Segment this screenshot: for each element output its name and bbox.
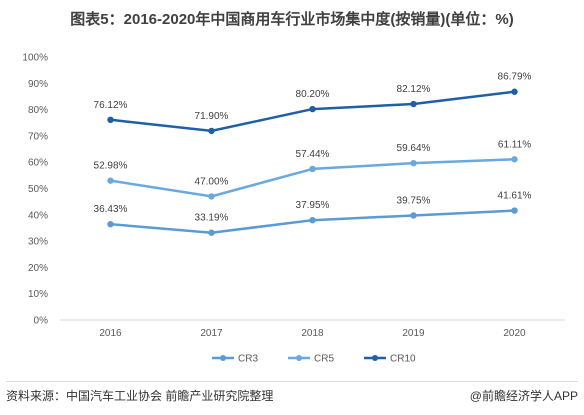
data-label: 59.64% bbox=[397, 143, 431, 154]
y-tick-label: 50% bbox=[28, 184, 48, 195]
legend: CR3 CR5 CR10 bbox=[212, 354, 416, 365]
data-label: 86.79% bbox=[498, 72, 532, 83]
x-tick-label: 2018 bbox=[301, 328, 324, 339]
data-label: 52.98% bbox=[94, 161, 128, 172]
y-tick-label: 10% bbox=[28, 289, 48, 300]
data-point bbox=[107, 116, 114, 124]
data-label: 76.12% bbox=[94, 100, 128, 111]
data-label: 47.00% bbox=[195, 176, 229, 187]
data-point bbox=[410, 159, 417, 167]
data-point bbox=[208, 127, 215, 135]
x-tick-label: 2016 bbox=[99, 328, 122, 339]
line-chart: 0%10%20%30%40%50%60%70%80%90%100% 2016 20… bbox=[22, 53, 565, 365]
y-tick-label: 40% bbox=[28, 210, 48, 221]
data-point bbox=[511, 88, 518, 95]
data-point bbox=[309, 105, 316, 113]
data-label: 71.90% bbox=[195, 111, 229, 122]
series-line bbox=[110, 158, 515, 198]
x-axis: 2016 2017 2018 2019 2020 bbox=[60, 319, 565, 339]
legend-item-cr3: CR3 bbox=[212, 354, 258, 365]
data-point bbox=[107, 177, 114, 184]
y-tick-label: 80% bbox=[28, 105, 48, 116]
series-cr5: 52.98% 47.00% 57.44% 59.64% 61.11% bbox=[94, 139, 531, 200]
data-point bbox=[208, 193, 215, 200]
series-cr3: 36.43% 33.19% 37.95% 39.75% 41.61% bbox=[94, 191, 532, 236]
data-point bbox=[511, 156, 518, 163]
y-tick-label: 60% bbox=[28, 158, 48, 169]
series-cr10: 76.12% 71.90% 80.20% 82.12% 86.79% bbox=[94, 72, 532, 135]
legend-marker bbox=[372, 355, 378, 361]
data-point bbox=[208, 229, 215, 236]
data-label: 80.20% bbox=[296, 89, 330, 100]
legend-marker bbox=[220, 355, 226, 361]
data-label: 41.61% bbox=[498, 191, 532, 202]
data-point bbox=[410, 100, 417, 108]
legend-item-cr5: CR5 bbox=[288, 354, 334, 365]
y-axis: 0% 10% 20% 30% 40% 50% 60% 70% 80% 90% 100% bbox=[22, 53, 48, 327]
data-label: 57.44% bbox=[296, 149, 330, 160]
footer-divider bbox=[6, 381, 578, 382]
x-tick-label: 2019 bbox=[402, 328, 425, 339]
legend-label: CR3 bbox=[238, 354, 258, 365]
data-point bbox=[107, 220, 114, 228]
y-tick-label: 100% bbox=[22, 53, 48, 64]
y-tick-label: 0% bbox=[34, 316, 49, 327]
y-tick-label: 20% bbox=[28, 263, 48, 274]
source-note: 资料来源：中国汽车工业协会 前瞻产业研究院整理 bbox=[6, 389, 274, 403]
legend-label: CR10 bbox=[390, 354, 416, 365]
chart-title: 图表5：2016-2020年中国商用车行业市场集中度(按销量)(单位：%) bbox=[70, 11, 514, 28]
legend-label: CR5 bbox=[314, 354, 334, 365]
data-label: 61.11% bbox=[498, 139, 531, 150]
data-point bbox=[309, 165, 316, 173]
y-tick-label: 70% bbox=[28, 131, 48, 142]
x-tick-label: 2017 bbox=[200, 328, 223, 339]
data-point bbox=[511, 207, 518, 214]
y-tick-label: 90% bbox=[28, 79, 48, 90]
series-layer: 36.43% 33.19% 37.95% 39.75% 41.61% 52.98% 47.0… bbox=[94, 72, 532, 236]
data-point bbox=[309, 216, 316, 224]
legend-marker bbox=[296, 355, 302, 361]
legend-item-cr10: CR10 bbox=[364, 354, 416, 365]
data-label: 82.12% bbox=[397, 84, 431, 95]
data-label: 33.19% bbox=[195, 213, 229, 224]
brand-credit: @前瞻经济学人APP bbox=[469, 389, 578, 403]
x-tick-label: 2020 bbox=[503, 328, 526, 339]
data-point bbox=[410, 212, 417, 219]
data-label: 36.43% bbox=[94, 204, 128, 215]
data-label: 39.75% bbox=[397, 195, 431, 206]
y-tick-label: 30% bbox=[28, 237, 48, 248]
data-label: 37.95% bbox=[296, 200, 330, 211]
